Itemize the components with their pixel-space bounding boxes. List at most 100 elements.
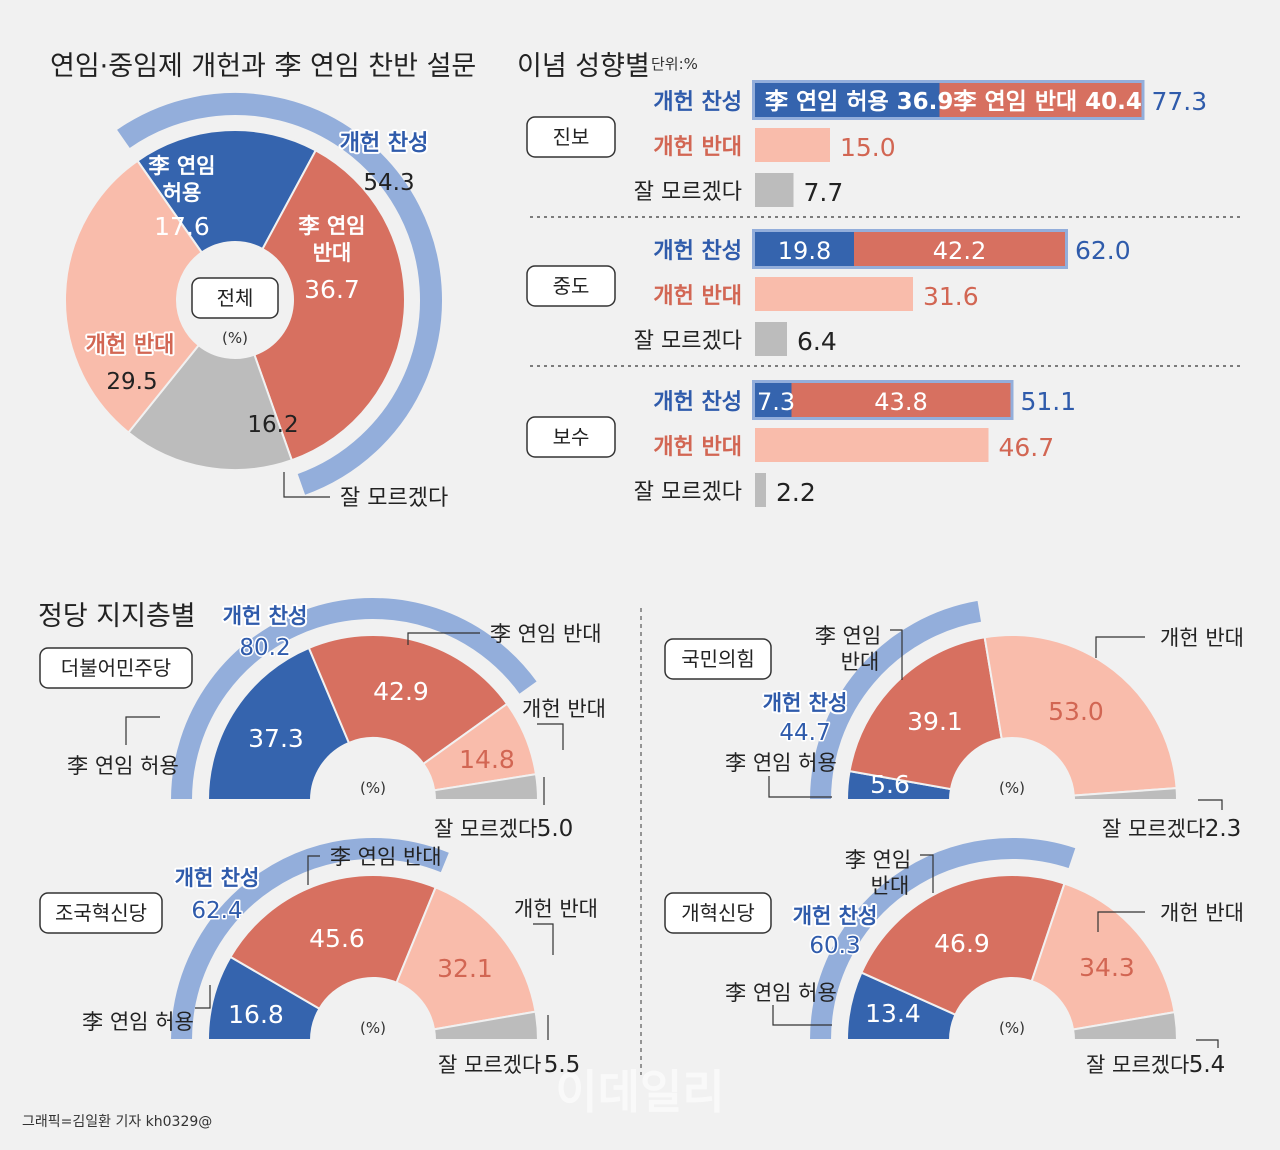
baseline-mask (948, 800, 1076, 806)
dont-know-label: 잘 모르겠다 (438, 1053, 541, 1077)
allow-label-1: 李 연임 (148, 154, 216, 178)
baseline-mask (309, 1040, 437, 1046)
value-against: 15.0 (840, 133, 896, 162)
favor-label: 개헌 찬성 (763, 691, 848, 715)
value-allow: 19.8 (778, 237, 831, 265)
value-favor-total: 51.1 (1021, 387, 1077, 416)
favor-label: 개헌 찬성 (223, 604, 308, 628)
bar-allow (755, 383, 792, 417)
party-badge-box (39, 892, 163, 934)
dont-know-leader (283, 472, 330, 498)
allow-label: 李 연임 허용 (82, 1010, 194, 1034)
value-oppose: 46.9 (934, 929, 990, 958)
value-against: 14.8 (459, 745, 515, 774)
favor-arc (807, 598, 984, 801)
slice-oppose (860, 874, 1066, 1016)
dont-know-label: 잘 모르겠다 (340, 486, 448, 511)
value-against: 53.0 (1048, 697, 1104, 726)
value-allow: 16.8 (228, 1000, 284, 1029)
allow-leader (772, 1005, 832, 1026)
oppose-label: 李 연임 반대 (330, 845, 442, 869)
value-oppose: 李 연임 반대 40.4 (954, 89, 1142, 115)
oppose-leader (307, 855, 320, 885)
favor-label: 개헌 찬성 (340, 131, 429, 156)
party-chart-0: (%) 37.3 42.9 14.8 개헌 찬성 80.2 李 연임 허용 李 연임 반대개헌… (39, 596, 606, 842)
baseline-mask (309, 800, 437, 806)
oppose-label-2: 반대 (841, 650, 880, 674)
titles: 연임·중임제 개헌과 李 연임 찬반 설문 이념 성향별 단위:% 정당 지지층… (38, 51, 698, 632)
party-badge-box (664, 892, 772, 934)
favor-arc (807, 836, 1078, 1041)
against-leader (533, 923, 554, 955)
oppose-leader (920, 854, 934, 893)
dont-know-label: 잘 모르겠다 (1086, 1053, 1189, 1077)
bar-against (755, 428, 989, 462)
oppose-label-1: 李 연임 (845, 848, 911, 872)
party-title: 정당 지지층별 (38, 601, 196, 632)
value-against: 34.3 (1079, 953, 1135, 982)
bar-against (755, 128, 830, 162)
party-badge-box (664, 638, 772, 680)
slice-against (983, 634, 1178, 797)
ideology-badge-box (526, 265, 616, 307)
ideology-title: 이념 성향별 (517, 51, 650, 82)
slice-oppose (307, 634, 509, 766)
slice-oppose (848, 636, 1003, 791)
bar-dont-know (755, 473, 766, 507)
favor-arc (168, 836, 452, 1041)
bar-dont-know (755, 173, 794, 207)
party-badge: 더불어민주당 (61, 656, 171, 680)
against-label: 개헌 반대 (514, 897, 598, 921)
value-allow: 7.3 (757, 388, 795, 416)
party-chart-3: (%) 13.4 46.9 34.3 개헌 찬성 60.3 李 연임 허용 李 연임반대개헌 … (664, 836, 1244, 1078)
favor-total-value: 62.4 (191, 898, 242, 924)
oppose-label-1: 李 연임 (815, 624, 881, 648)
party-badge: 국민의힘 (681, 647, 755, 671)
percent-unit: (%) (360, 1019, 386, 1037)
against-leader (1095, 636, 1145, 658)
value-oppose: 43.8 (874, 388, 927, 416)
oppose-label: 李 연임 반대 (490, 622, 602, 646)
row-label-against: 개헌 반대 (653, 284, 742, 309)
party-badge: 조국혁신당 (55, 901, 147, 925)
value-against: 31.6 (923, 282, 979, 311)
row-label-dont-know: 잘 모르겠다 (634, 180, 742, 205)
row-label-favor: 개헌 찬성 (653, 390, 742, 415)
favor-arc (168, 596, 540, 801)
value-oppose: 42.2 (933, 237, 986, 265)
ideology-badge: 중도 (553, 274, 590, 298)
watermark: 이데일리 (555, 1065, 724, 1119)
ideology-badge-box (526, 416, 616, 458)
favor-total-value: 80.2 (239, 635, 290, 661)
whole-badge-box (191, 277, 279, 319)
row-label-dont-know: 잘 모르겠다 (634, 329, 742, 354)
allow-label: 李 연임 허용 (725, 751, 837, 775)
value-oppose: 39.1 (907, 707, 963, 736)
favor-total-value: 54.3 (363, 170, 414, 196)
value-allow: 李 연임 허용 36.9 (765, 89, 953, 115)
value-allow: 37.3 (248, 724, 304, 753)
value-oppose: 42.9 (373, 677, 429, 706)
value-against: 46.7 (999, 433, 1055, 462)
value-dont-know: 2.3 (1205, 816, 1242, 842)
against-label: 개헌 반대 (1160, 626, 1244, 650)
dont-know-value: 16.2 (247, 412, 298, 438)
favor-total-value: 60.3 (809, 933, 860, 959)
value-favor-total: 62.0 (1075, 236, 1131, 265)
value-dont-know: 5.5 (544, 1052, 581, 1078)
value-oppose: 45.6 (309, 924, 365, 953)
value-against: 32.1 (437, 954, 493, 983)
against-leader (1097, 911, 1145, 932)
value-favor-total: 77.3 (1152, 87, 1208, 116)
allow-label: 李 연임 허용 (67, 754, 179, 778)
percent-unit: (%) (999, 779, 1025, 797)
allow-leader (768, 776, 832, 798)
ideology-unit: 단위:% (651, 55, 698, 73)
against-label: 개헌 반대 (522, 697, 606, 721)
allow-label-2: 허용 (163, 181, 202, 205)
